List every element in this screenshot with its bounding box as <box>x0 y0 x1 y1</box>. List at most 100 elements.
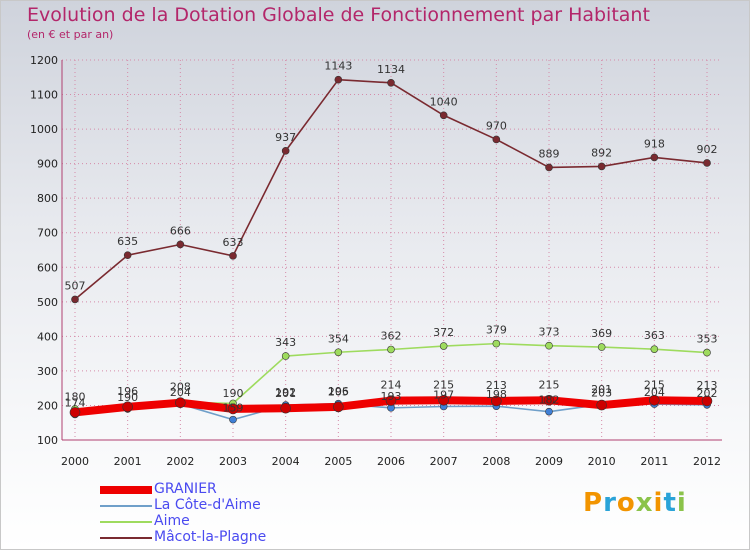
data-label-macot-la-plagne-2007: 1040 <box>430 95 458 108</box>
point-macot-la-plagne-2008 <box>492 135 501 144</box>
point-granier-2001 <box>122 401 133 413</box>
x-tick-label-2008: 2008 <box>482 455 510 468</box>
x-tick-label-2007: 2007 <box>430 455 458 468</box>
y-tick-label-300: 300 <box>37 365 58 378</box>
x-tick-label-2003: 2003 <box>219 455 247 468</box>
logo-letter: i <box>676 488 687 518</box>
x-tick-label-2002: 2002 <box>166 455 194 468</box>
data-label-layer: 507 635 666 633 937 1143 1134 1040 970 889 892 918 9… <box>65 60 718 415</box>
axis-layer: 100 200 300 400 500 600 700 800 900 1000 1100 1200 2… <box>30 54 722 468</box>
x-tick-label-2010: 2010 <box>588 455 616 468</box>
point-granier-2012 <box>701 395 713 407</box>
data-label-granier-2004: 192 <box>275 386 296 399</box>
data-label-la-cote-d-aime-2006: 193 <box>381 390 402 403</box>
point-granier-2005 <box>333 401 344 413</box>
point-aime-2007 <box>439 342 448 350</box>
y-tick-label-600: 600 <box>37 261 58 274</box>
point-aime-2006 <box>387 345 395 354</box>
data-label-aime-2008: 379 <box>486 324 507 337</box>
data-label-la-cote-d-aime-2000: 174 <box>65 396 86 409</box>
point-macot-la-plagne-2001 <box>123 251 132 259</box>
data-label-la-cote-d-aime-2005: 205 <box>328 386 349 399</box>
point-granier-2007 <box>438 394 449 406</box>
data-label-granier-2003: 190 <box>223 387 244 400</box>
legend-swatch-la-cote-d-aime <box>100 505 152 507</box>
point-macot-la-plagne-2005 <box>334 75 343 84</box>
data-label-macot-la-plagne-2000: 507 <box>65 279 86 292</box>
point-granier-2008 <box>491 395 502 407</box>
data-label-granier-2002: 208 <box>170 381 191 394</box>
legend-label-granier: GRANIER <box>154 481 217 497</box>
data-label-la-cote-d-aime-2011: 204 <box>644 386 665 399</box>
legend-label-macot-la-plagne: Mâcot-la-Plagne <box>154 529 267 545</box>
data-label-granier-2000: 180 <box>65 390 86 403</box>
data-label-macot-la-plagne-2002: 666 <box>170 224 191 237</box>
point-macot-la-plagne-2012 <box>703 159 711 167</box>
data-label-macot-la-plagne-2005: 1143 <box>324 60 352 73</box>
y-tick-label-1000: 1000 <box>30 123 58 136</box>
point-granier-2004 <box>280 402 291 414</box>
data-label-macot-la-plagne-2010: 892 <box>591 146 612 159</box>
data-label-aime-2009: 373 <box>539 326 560 339</box>
logo-letter: o <box>616 488 636 518</box>
point-aime-2008 <box>492 339 501 348</box>
point-aime-2005 <box>334 348 343 357</box>
point-granier-2009 <box>543 394 555 406</box>
data-label-aime-2004: 343 <box>275 336 296 349</box>
point-la-cote-d-aime-2009 <box>545 407 553 416</box>
y-tick-label-900: 900 <box>37 158 58 171</box>
point-aime-2004 <box>281 352 290 360</box>
x-tick-label-2000: 2000 <box>61 455 89 468</box>
data-label-granier-2001: 196 <box>117 385 138 398</box>
data-label-granier-2009: 215 <box>539 378 560 391</box>
point-macot-la-plagne-2002 <box>176 240 185 249</box>
data-label-granier-2006: 214 <box>381 379 402 392</box>
legend-label-aime: Aime <box>154 513 190 529</box>
logo-letter: t <box>663 488 677 518</box>
data-label-macot-la-plagne-2008: 970 <box>486 119 507 132</box>
data-label-granier-2011: 215 <box>644 378 665 391</box>
grid-layer <box>62 59 722 441</box>
data-label-macot-la-plagne-2001: 635 <box>117 235 138 248</box>
data-label-macot-la-plagne-2003: 633 <box>223 236 244 249</box>
data-label-la-cote-d-aime-2004: 201 <box>275 387 296 400</box>
point-granier-2003 <box>227 403 239 415</box>
point-granier-2006 <box>385 395 397 406</box>
data-label-la-cote-d-aime-2012: 202 <box>697 387 718 400</box>
data-label-granier-2012: 213 <box>697 379 718 392</box>
point-macot-la-plagne-2006 <box>387 79 395 87</box>
data-label-la-cote-d-aime-2001: 190 <box>117 391 138 404</box>
legend-label-la-cote-d-aime: La Côte-d'Aime <box>154 497 261 513</box>
data-label-la-cote-d-aime-2008: 198 <box>486 388 507 401</box>
x-tick-label-2001: 2001 <box>114 455 142 468</box>
point-aime-2011 <box>650 345 659 353</box>
point-macot-la-plagne-2000 <box>71 295 79 304</box>
point-macot-la-plagne-2009 <box>545 163 553 172</box>
series-layer <box>69 75 713 424</box>
y-tick-label-700: 700 <box>37 227 58 240</box>
point-aime-2012 <box>703 348 711 357</box>
point-la-cote-d-aime-2003 <box>229 415 237 424</box>
data-label-la-cote-d-aime-2007: 197 <box>433 388 454 401</box>
y-tick-label-1100: 1100 <box>30 89 58 102</box>
legend-swatch-macot-la-plagne <box>100 537 152 539</box>
point-granier-2011 <box>649 394 660 406</box>
data-label-granier-2010: 201 <box>591 383 612 396</box>
data-label-la-cote-d-aime-2009: 182 <box>539 394 560 407</box>
data-label-la-cote-d-aime-2002: 204 <box>170 386 191 399</box>
logo-letter: P <box>583 488 604 518</box>
data-label-macot-la-plagne-2012: 902 <box>697 143 718 156</box>
data-label-aime-2011: 363 <box>644 329 665 342</box>
x-tick-label-2006: 2006 <box>377 455 405 468</box>
point-granier-2002 <box>175 397 186 408</box>
y-tick-label-800: 800 <box>37 192 58 205</box>
y-tick-label-1200: 1200 <box>30 54 58 67</box>
proxiti-logo[interactable]: Proxiti <box>583 488 687 518</box>
data-label-aime-2012: 353 <box>697 333 718 346</box>
y-tick-label-400: 400 <box>37 330 58 343</box>
chart-subtitle: (en € et par an) <box>27 28 114 41</box>
y-tick-label-100: 100 <box>37 434 58 447</box>
data-label-aime-2010: 369 <box>591 327 612 340</box>
data-label-macot-la-plagne-2004: 937 <box>275 131 296 144</box>
